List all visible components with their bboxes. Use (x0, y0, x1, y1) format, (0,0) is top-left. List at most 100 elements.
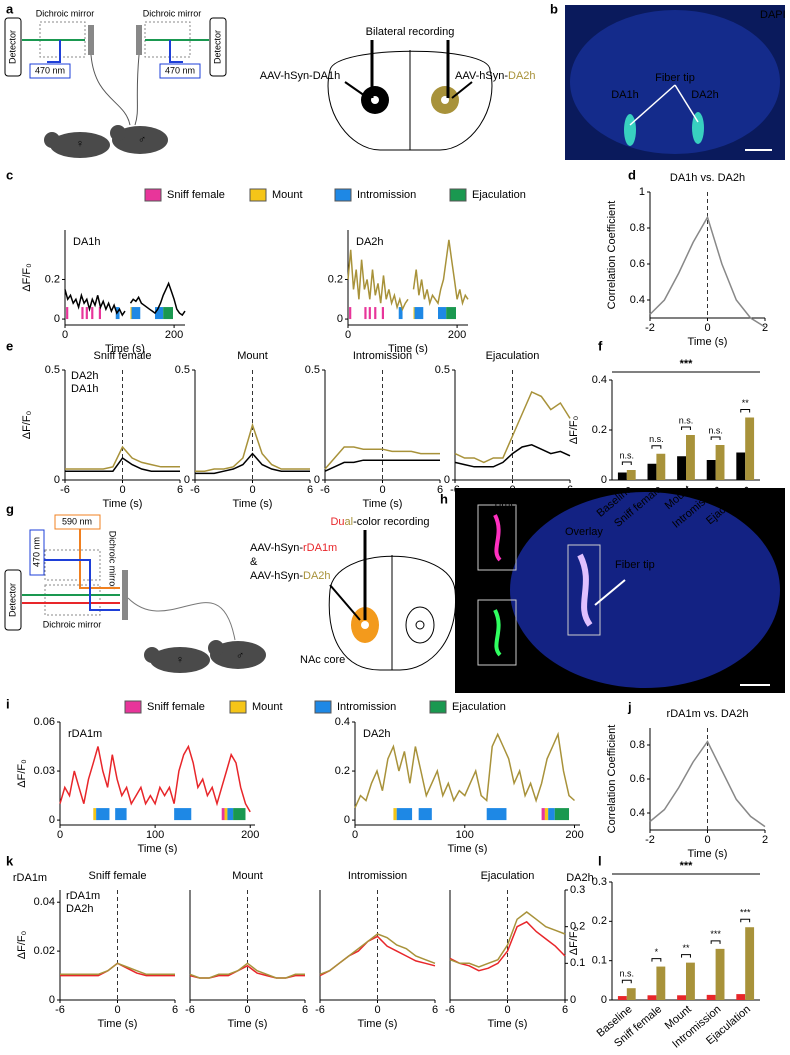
y-tick-label: 0 (49, 814, 55, 826)
x-tick-label: -6 (190, 484, 200, 496)
bar (706, 460, 716, 480)
x-tick-label: 0 (62, 329, 68, 341)
y-tick-label: 0.6 (630, 258, 645, 270)
behavior-event (349, 307, 352, 320)
behavior-event (418, 808, 432, 821)
significance-bracket (621, 461, 632, 465)
behavior-event (364, 307, 367, 320)
y-axis-label: Correlation Coefficient (606, 725, 618, 834)
bar (686, 962, 695, 1000)
chart-title: Sniff female (89, 870, 147, 882)
x-axis-label: Time (s) (98, 1018, 138, 1030)
female-symbol: ♀ (76, 138, 84, 150)
virus-prefix: AAV-hSyn- (250, 542, 303, 554)
y-tick-label: 0.03 (34, 765, 55, 777)
y-tick-label: 0 (314, 474, 320, 486)
behavior-event (96, 808, 110, 821)
schematic-title: Dual-color recording (330, 516, 429, 528)
x-axis-label: Time (s) (228, 1018, 268, 1030)
y-tick-label: 0.2 (592, 424, 607, 436)
x-tick-label: 0 (244, 1004, 250, 1016)
y-tick-label: 0.8 (630, 222, 645, 234)
x-tick-label: 6 (432, 1004, 438, 1016)
series-line (65, 456, 180, 472)
bar (677, 995, 686, 1000)
legend-label: rDA1m (66, 890, 100, 902)
detector-label: Detector (7, 30, 17, 64)
y-tick-label: 0.4 (630, 807, 645, 819)
virus-prefix: AAV-hSyn- (455, 70, 508, 82)
bar (715, 445, 725, 480)
panel-label: i (6, 696, 10, 711)
behavior-event (131, 307, 141, 320)
significance-label: *** (710, 929, 721, 939)
x-axis-label: Time (s) (138, 843, 178, 855)
behavior-event (98, 307, 101, 320)
behavior-event (374, 307, 377, 320)
chart-title: Intromission (348, 870, 407, 882)
behavior-event (446, 307, 456, 320)
y-tick-label: 0.5 (45, 364, 60, 376)
significance-label: n.s. (620, 969, 635, 979)
x-tick-label: 0 (57, 829, 63, 841)
significance-bracket (651, 958, 662, 962)
series-line (454, 390, 571, 464)
x-axis-label: Time (s) (103, 498, 143, 510)
legend-label: Sniff female (167, 189, 225, 201)
chart-title: Mount (237, 350, 268, 362)
legend-swatch (249, 188, 267, 202)
panel-label: g (6, 501, 14, 516)
y2-tick-label: 0.3 (570, 884, 585, 896)
legend-label: Sniff female (147, 701, 205, 713)
significance-bracket (681, 426, 691, 430)
region-label: NAc core (300, 654, 345, 666)
behavior-event (548, 808, 555, 821)
behavior-event (115, 808, 127, 821)
behavior-event (91, 307, 94, 320)
x-axis-label: Time (s) (688, 336, 728, 348)
y-axis-label: ΔF/F₀ (16, 759, 28, 787)
fiber-label: Fiber tip (615, 559, 655, 571)
y2-tick-label: 0 (570, 994, 576, 1006)
legend-label: Ejaculation (452, 701, 506, 713)
y-tick-label: 0 (54, 474, 60, 486)
image-b: DAPI Fiber tip DA1h DA2h (565, 5, 786, 160)
significance-label: n.s. (708, 425, 723, 435)
virus-label: AAV-hSyn-DA1h (260, 70, 341, 82)
legend-swatch (144, 188, 162, 202)
detector-label: Detector (212, 30, 222, 64)
y-tick-label: 0.4 (335, 716, 350, 728)
x-axis-label: Time (s) (388, 343, 428, 355)
series-line (649, 740, 766, 828)
legend-label: Intromission (337, 701, 396, 713)
bar (736, 994, 746, 1000)
x-tick-label: 200 (165, 329, 183, 341)
legend-label: DA2h (71, 370, 99, 382)
x-tick-label: -6 (185, 1004, 195, 1016)
bar (715, 948, 725, 1000)
legend-label: Mount (272, 189, 303, 201)
virus-sensor: DA2h (508, 70, 536, 82)
mirror-label: Dichroic mirror (108, 531, 118, 590)
significance-label: *** (740, 908, 751, 918)
bar (706, 994, 716, 1000)
x-axis-label: Time (s) (493, 498, 533, 510)
series-line (449, 911, 566, 968)
panel-label: j (627, 699, 632, 714)
behavior-event (221, 808, 225, 821)
series-label: DA2h (363, 728, 391, 740)
stain-label: DAPI (760, 9, 786, 21)
series-line (324, 446, 440, 470)
x-axis-label: Time (s) (105, 343, 145, 355)
mirror-label: Dichroic mirror (43, 619, 102, 629)
behavior-event (93, 808, 97, 821)
legend-label: Intromission (357, 189, 416, 201)
x-tick-label: 6 (302, 1004, 308, 1016)
x-tick-label: -6 (315, 1004, 325, 1016)
behavior-event (554, 808, 570, 821)
behavior-event (381, 307, 384, 320)
bar (626, 470, 636, 480)
legend-swatch (429, 700, 447, 714)
mirror-label: Dichroic mirror (143, 8, 202, 18)
y-tick-label: 0.2 (45, 273, 60, 285)
